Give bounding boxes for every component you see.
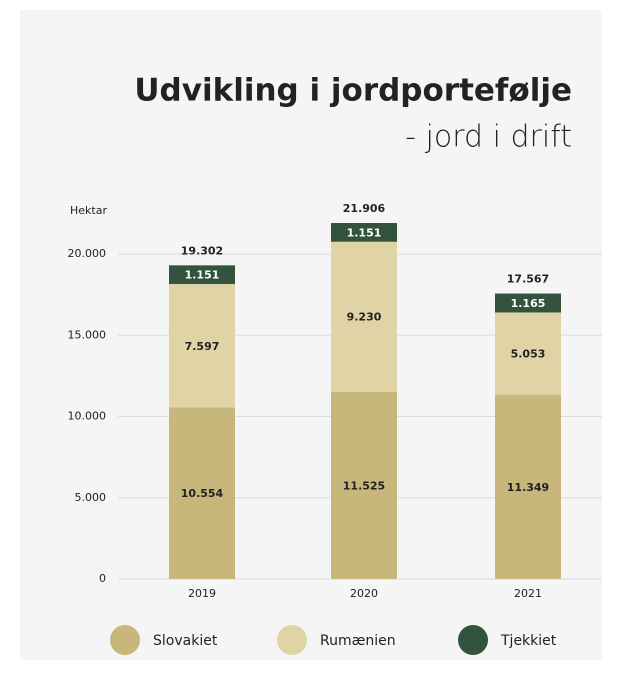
bar-segment — [331, 223, 397, 242]
data-label: 11.349 — [507, 481, 549, 494]
chart-title: Udvikling i jordportefølje — [134, 73, 572, 109]
bar-segment — [169, 284, 235, 408]
data-label: 10.554 — [181, 487, 224, 500]
y-axis-label: Hektar — [70, 204, 107, 217]
total-label: 17.567 — [507, 273, 549, 286]
y-tick-label: 10.000 — [68, 410, 107, 423]
total-label: 21.906 — [343, 202, 386, 215]
bar-segment — [495, 312, 561, 395]
total-label: 19.302 — [181, 244, 223, 257]
chart-subtitle: - jord i drift — [405, 120, 572, 155]
legend-swatch — [277, 625, 307, 655]
legend-swatch — [110, 625, 140, 655]
legend-label: Tjekkiet — [500, 633, 557, 649]
bar-segment — [169, 265, 235, 285]
bar-segment — [169, 407, 235, 579]
x-tick-label: 2020 — [350, 587, 378, 600]
x-tick-label: 2019 — [188, 587, 216, 600]
y-tick-label: 15.000 — [68, 328, 107, 341]
legend-label: Slovakiet — [153, 633, 218, 649]
data-label: 11.525 — [343, 479, 385, 492]
y-tick-label: 5.000 — [75, 491, 107, 504]
bar-segment — [331, 241, 397, 392]
bar-segment — [495, 293, 561, 313]
bar-segment — [495, 394, 561, 579]
data-label: 7.597 — [185, 340, 220, 353]
x-tick-label: 2021 — [514, 587, 542, 600]
data-label: 5.053 — [511, 348, 546, 361]
legend-label: Rumænien — [320, 633, 396, 649]
data-label: 1.151 — [347, 226, 382, 239]
y-tick-label: 20.000 — [68, 247, 107, 260]
y-tick-label: 0 — [99, 572, 106, 585]
bar-segment — [331, 391, 397, 579]
data-label: 1.165 — [511, 297, 546, 310]
data-label: 9.230 — [347, 311, 382, 324]
legend-swatch — [458, 625, 488, 655]
data-label: 1.151 — [185, 269, 220, 282]
